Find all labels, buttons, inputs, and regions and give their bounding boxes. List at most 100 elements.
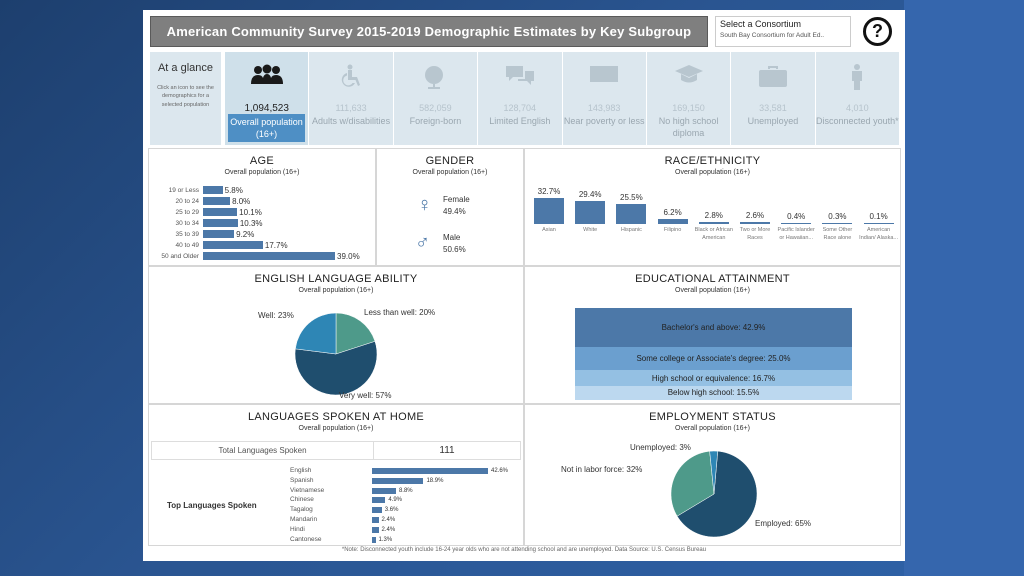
tile-label: Overall population (16+) (228, 114, 305, 143)
race-column: 2.8% Black or African American (694, 187, 734, 242)
age-bar-label: 20 to 24 (175, 198, 200, 205)
tile-value: 4,010 (846, 103, 869, 113)
background-stripe (904, 0, 1024, 576)
question-circle-icon[interactable]: ? (863, 17, 892, 46)
tile-value: 143,983 (587, 103, 621, 113)
age-bar-value: 10.3% (239, 219, 263, 228)
dashboard-title: American Community Survey 2015-2019 Demo… (150, 16, 708, 47)
tile-near-poverty[interactable]: 143,983 Near poverty or less (562, 52, 646, 145)
tile-label: Unemployed (747, 116, 799, 126)
language-bar (372, 468, 488, 474)
age-bar-value: 39.0% (337, 252, 360, 261)
age-bar-row: 50 and Older 39.0% (149, 252, 375, 262)
age-bar-label: 19 or Less (168, 187, 199, 194)
race-panel: RACE/ETHNICITY Overall population (16+) … (524, 148, 901, 266)
tile-foreign-born[interactable]: 582,059 Foreign-born (393, 52, 478, 145)
language-bar-label: Mandarin (290, 516, 318, 523)
age-bar-row: 19 or Less 5.8% (149, 186, 375, 196)
race-column: 0.4% Pacific Islander or Hawaiian... (776, 187, 816, 242)
pie-label-employed: Employed: 65% (755, 519, 812, 528)
language-bar-row: Chinese 4.9% (290, 496, 520, 505)
footnote: *Note: Disconnected youth include 16-24 … (341, 547, 707, 553)
consortium-selector[interactable]: Select a Consortium South Bay Consortium… (715, 16, 851, 47)
language-bar-value: 4.9% (388, 497, 403, 504)
wheelchair-icon (309, 64, 392, 90)
globe-icon (394, 64, 477, 90)
employment-title: EMPLOYMENT STATUS (649, 411, 776, 423)
consortium-label: Select a Consortium (720, 19, 802, 29)
race-title: RACE/ETHNICITY (664, 155, 761, 167)
race-bar-value: 0.1% (869, 211, 888, 221)
pie-label-less-than-well: Less than well: 20% (364, 308, 436, 317)
education-chart: Bachelor's and above: 42.9% Some college … (525, 308, 900, 401)
consortium-value[interactable]: South Bay Consortium for Adult Ed.. (720, 32, 825, 39)
race-column: 0.3% Some Other Race alone (817, 187, 857, 242)
language-bar (372, 526, 379, 533)
language-bar-value: 3.6% (384, 507, 399, 514)
age-bar-row: 40 to 49 17.7% (149, 241, 375, 251)
race-bar-value: 2.8% (704, 210, 723, 220)
language-bar-label: Spanish (290, 476, 314, 484)
race-bar-value: 0.4% (787, 211, 806, 221)
race-bar-label: Filipino (663, 226, 682, 233)
tile-value: 169,150 (672, 103, 705, 113)
languages-chart: English 42.6% Spanish 18.9% Vietnamese 8.8% Ch… (290, 467, 520, 545)
language-bar (372, 487, 396, 494)
tile-unemployed[interactable]: 33,581 Unemployed (731, 52, 815, 145)
language-bar-value: 18.9% (426, 477, 444, 484)
education-segment: Below high school: 15.5% (575, 385, 852, 401)
languages-title: LANGUAGES SPOKEN AT HOME (247, 411, 425, 423)
female-pct: 49.4% (443, 207, 466, 216)
pie-slice (294, 341, 378, 396)
race-column: 2.6% Two or More Races (735, 187, 775, 242)
race-bar-label: Hispanic (620, 226, 642, 233)
age-chart: 19 or Less 5.8% 20 to 24 8.0% 25 to 29 10.1% 3… (149, 186, 375, 266)
age-bar-row: 30 to 34 10.3% (149, 219, 375, 229)
age-panel: AGE Overall population (16+) 19 or Less 5… (148, 148, 376, 266)
at-a-glance-hint: Click an icon to see the demographics fo… (157, 85, 214, 108)
race-bar-label: White (583, 226, 598, 233)
language-bar (372, 497, 386, 504)
age-bar (203, 241, 263, 249)
race-bar-value: 29.4% (578, 189, 602, 199)
tile-no-high-school[interactable]: 169,150 No high school diploma (646, 52, 731, 145)
language-bar-value: 1.3% (378, 536, 393, 543)
tile-label: Foreign-born (409, 116, 462, 126)
age-bar-value: 5.8% (224, 186, 243, 195)
race-bar-value: 32.7% (537, 187, 561, 196)
race-column: 25.5% Hispanic (611, 187, 651, 235)
language-bar-label: Vietnamese (290, 486, 325, 494)
speech-bubbles-icon (478, 64, 561, 90)
tile-disconnected-youth[interactable]: 4,010 Disconnected youth* (815, 52, 899, 145)
tile-value: 111,633 (335, 103, 367, 113)
language-bar-row: Spanish 18.9% (290, 477, 520, 486)
race-bar-value: 2.6% (745, 210, 765, 220)
pie-label-not-in-labor-force: Not in labor force: 32% (561, 465, 643, 474)
languages-panel: LANGUAGES SPOKEN AT HOME Overall populat… (148, 404, 524, 546)
age-bar-row: 20 to 24 8.0% (149, 197, 375, 207)
at-a-glance-title: At a glance (157, 62, 214, 74)
language-bar (372, 517, 379, 523)
language-bar-row: Tagalog 3.6% (290, 506, 520, 515)
language-bar-row: Mandarin 2.4% (290, 516, 520, 525)
tile-limited-english[interactable]: 128,704 Limited English (478, 52, 562, 145)
race-bar-label: Some Other Race alone (822, 227, 853, 241)
top-languages-label: Top Languages Spoken (167, 501, 257, 510)
race-column: 6.2% Filipino (653, 187, 693, 235)
race-bar (781, 222, 812, 224)
gender-panel: GENDER Overall population (16+) ♀ Female… (376, 148, 524, 266)
tile-overall-population[interactable]: 1,094,523 Overall population (16+) (225, 52, 309, 145)
age-bar-label: 40 to 49 (175, 242, 200, 249)
pie-slice (676, 450, 758, 538)
education-subtitle: Overall population (16+) (675, 287, 750, 294)
race-bar (740, 221, 770, 224)
tile-adults-disabilities[interactable]: 111,633 Adults w/disabilities (309, 52, 393, 145)
tile-value: 1,094,523 (244, 103, 289, 114)
language-bar-value: 2.4% (381, 517, 396, 523)
race-bar (698, 221, 729, 224)
briefcase-icon (731, 64, 814, 90)
race-chart: 32.7% Asian 29.4% White 25.5% Hispanic 6.2% Fil… (525, 187, 900, 265)
gender-title: GENDER (425, 155, 475, 167)
race-bar (575, 200, 606, 224)
race-bar-value: 25.5% (620, 192, 643, 202)
